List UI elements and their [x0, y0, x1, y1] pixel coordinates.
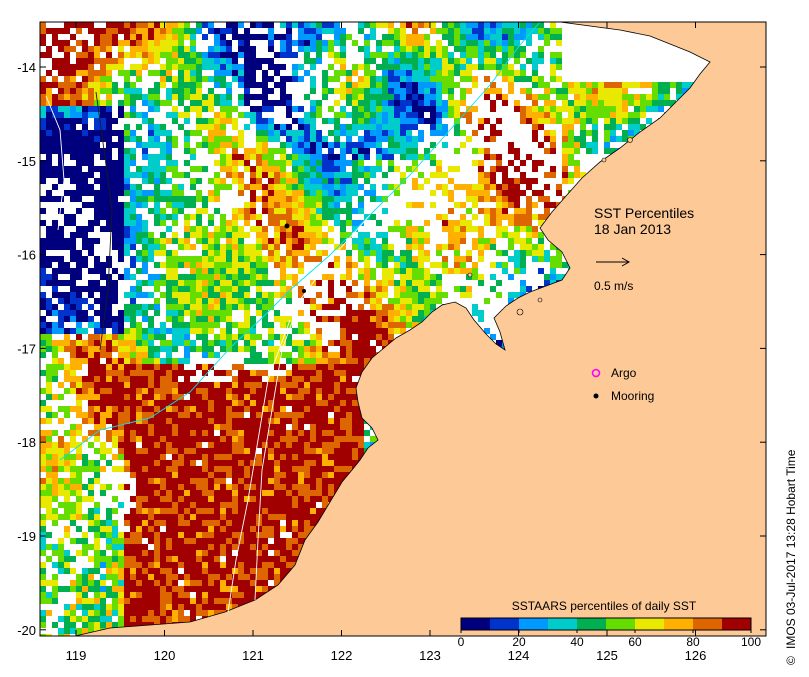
colorbar-cell — [664, 618, 693, 630]
colorbar-cell — [577, 618, 606, 630]
colorbar-cell — [606, 618, 635, 630]
colorbar-tick-label: 0 — [458, 635, 465, 649]
mooring-marker — [302, 289, 306, 293]
colorbar-title: SSTAARS percentiles of daily SST — [512, 599, 697, 613]
mooring-label: Mooring — [611, 389, 654, 403]
y-tick-label: -17 — [17, 341, 36, 356]
colorbar-tick-label: 60 — [628, 635, 642, 649]
credit-text: IMOS 03-Jul-2017 13:28 Hobart Time — [784, 449, 798, 649]
colorbar-cell — [461, 618, 490, 630]
colorbar-tick-label: 80 — [686, 635, 700, 649]
y-tick-label: -14 — [17, 60, 36, 75]
y-tick-label: -19 — [17, 529, 36, 544]
colorbar-cell — [548, 618, 577, 630]
x-tick-label: 123 — [419, 648, 441, 663]
map-date: 18 Jan 2013 — [594, 221, 671, 237]
colorbar-tick-label: 20 — [512, 635, 526, 649]
colorbar-cell — [722, 618, 751, 630]
colorbar-cell — [519, 618, 548, 630]
colorbar-cells — [461, 618, 751, 630]
x-tick-label: 120 — [154, 648, 176, 663]
colorbar-cell — [490, 618, 519, 630]
colorbar-tick-label: 40 — [570, 635, 584, 649]
x-tick-label: 121 — [242, 648, 264, 663]
colorbar-cell — [693, 618, 722, 630]
x-tick-label: 124 — [508, 648, 530, 663]
y-tick-label: -16 — [17, 248, 36, 263]
y-tick-label: -20 — [17, 623, 36, 638]
x-tick-label: 119 — [66, 648, 87, 663]
mooring-symbol-icon — [594, 394, 599, 399]
y-tick-label: -18 — [17, 435, 36, 450]
argo-label: Argo — [611, 366, 637, 380]
map-title: SST Percentiles — [594, 205, 694, 221]
x-tick-label: 125 — [596, 648, 618, 663]
credit-block: © IMOS 03-Jul-2017 13:28 Hobart Time — [784, 449, 798, 665]
x-tick-label: 126 — [685, 648, 707, 663]
velocity-label: 0.5 m/s — [594, 279, 633, 293]
copyright-symbol: © — [784, 656, 798, 665]
colorbar-cell — [635, 618, 664, 630]
x-tick-label: 122 — [331, 648, 353, 663]
colorbar-tick-label: 100 — [741, 635, 761, 649]
y-tick-label: -15 — [17, 154, 36, 169]
mooring-marker — [285, 224, 290, 229]
